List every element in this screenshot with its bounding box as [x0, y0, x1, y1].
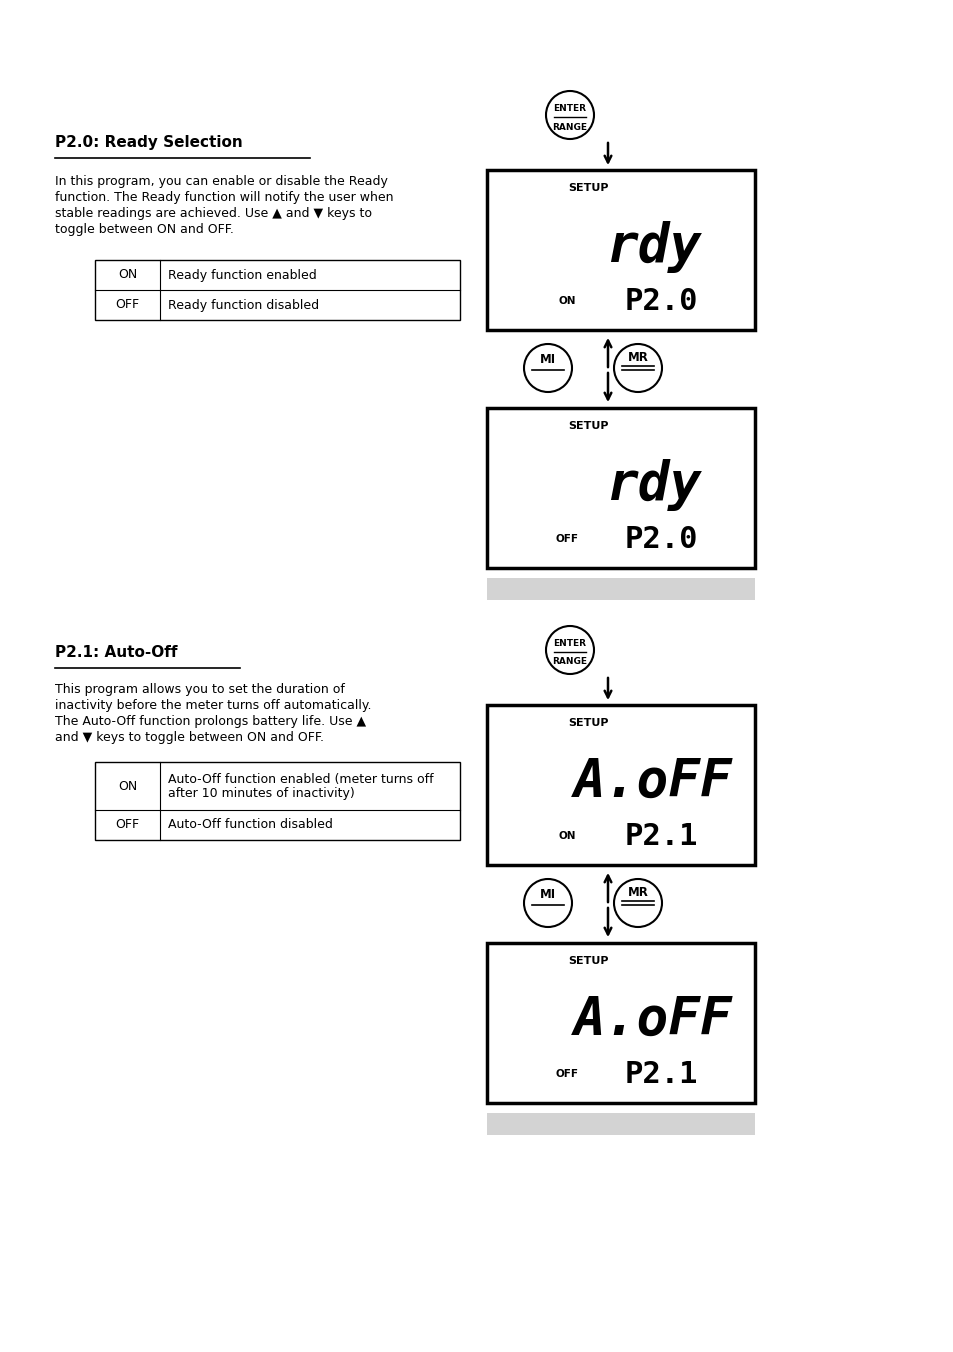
Text: SETUP: SETUP: [568, 956, 608, 965]
Bar: [95, 260, 459, 320]
Text: ENTER: ENTER: [553, 638, 586, 648]
Text: function. The Ready function will notify the user when: function. The Ready function will notify…: [55, 191, 393, 204]
Text: Ready function disabled: Ready function disabled: [168, 299, 319, 311]
Text: SETUP: SETUP: [568, 420, 608, 430]
Text: toggle between ON and OFF.: toggle between ON and OFF.: [55, 223, 233, 237]
Text: stable readings are achieved. Use ▲ and ▼ keys to: stable readings are achieved. Use ▲ and …: [55, 207, 372, 220]
Bar: [486, 579, 754, 600]
Circle shape: [545, 626, 594, 675]
Text: SETUP: SETUP: [568, 183, 608, 192]
Text: MI: MI: [539, 353, 556, 366]
Polygon shape: [630, 911, 645, 923]
Text: The Auto-Off function prolongs battery life. Use ▲: The Auto-Off function prolongs battery l…: [55, 715, 366, 727]
Text: rdy: rdy: [605, 220, 700, 273]
Text: In this program, you can enable or disable the Ready: In this program, you can enable or disab…: [55, 174, 388, 188]
Text: inactivity before the meter turns off automatically.: inactivity before the meter turns off au…: [55, 699, 371, 713]
Text: MR: MR: [627, 350, 648, 364]
Text: ON: ON: [558, 831, 576, 841]
Text: P2.1: P2.1: [624, 1060, 698, 1088]
Text: P2.0: P2.0: [624, 525, 698, 554]
Bar: [486, 408, 754, 568]
Circle shape: [545, 91, 594, 139]
Polygon shape: [630, 376, 645, 388]
Bar: [95, 763, 459, 840]
Text: MR: MR: [627, 886, 648, 899]
Text: ON: ON: [118, 269, 137, 281]
Text: ON: ON: [118, 780, 137, 792]
Text: This program allows you to set the duration of: This program allows you to set the durat…: [55, 683, 345, 696]
Text: RANGE: RANGE: [552, 657, 587, 667]
Polygon shape: [539, 909, 555, 921]
Circle shape: [614, 879, 661, 927]
Text: after 10 minutes of inactivity): after 10 minutes of inactivity): [168, 787, 355, 799]
Text: OFF: OFF: [115, 299, 139, 311]
Text: MI: MI: [539, 888, 556, 900]
Text: Ready function enabled: Ready function enabled: [168, 269, 316, 281]
Text: SETUP: SETUP: [568, 718, 608, 727]
Text: and ▼ keys to toggle between ON and OFF.: and ▼ keys to toggle between ON and OFF.: [55, 731, 324, 744]
Text: OFF: OFF: [556, 1069, 578, 1079]
Text: A.oFF: A.oFF: [573, 994, 732, 1046]
Text: Auto-Off function disabled: Auto-Off function disabled: [168, 818, 333, 831]
Text: P2.0: P2.0: [624, 287, 698, 316]
Text: RANGE: RANGE: [552, 123, 587, 131]
Text: ON: ON: [558, 296, 576, 306]
Polygon shape: [539, 373, 555, 385]
Circle shape: [614, 343, 661, 392]
Bar: [486, 1113, 754, 1134]
Bar: [486, 704, 754, 865]
Text: OFF: OFF: [115, 818, 139, 831]
Bar: [486, 170, 754, 330]
Text: Auto-Off function enabled (meter turns off: Auto-Off function enabled (meter turns o…: [168, 772, 434, 786]
Bar: [486, 942, 754, 1103]
Text: P2.1: Auto-Off: P2.1: Auto-Off: [55, 645, 177, 660]
Text: ENTER: ENTER: [553, 104, 586, 112]
Circle shape: [523, 879, 572, 927]
Text: A.oFF: A.oFF: [573, 756, 732, 807]
Circle shape: [523, 343, 572, 392]
Text: P2.0: Ready Selection: P2.0: Ready Selection: [55, 135, 242, 150]
Text: rdy: rdy: [605, 458, 700, 511]
Text: P2.1: P2.1: [624, 822, 698, 850]
Text: OFF: OFF: [556, 534, 578, 545]
